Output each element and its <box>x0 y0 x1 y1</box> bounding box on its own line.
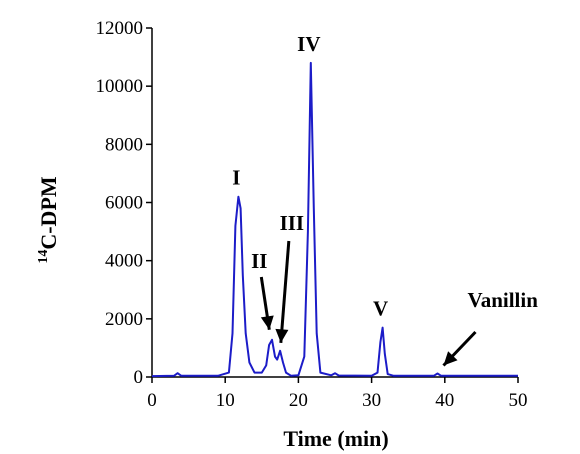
annotation-label-vanillin: Vanillin <box>467 288 538 312</box>
annotation-arrow <box>275 240 291 343</box>
annotation-label-ii: II <box>251 249 267 273</box>
y-axis-title: 14C-DPM <box>36 176 61 264</box>
y-tick-label: 8000 <box>105 134 143 155</box>
chromatogram-trace <box>151 61 518 378</box>
svg-text:14C-DPM: 14C-DPM <box>36 176 61 264</box>
annotation-label-v: V <box>373 297 388 321</box>
x-ticks: 0 10 20 30 40 50 <box>147 377 528 411</box>
arrow-shaft <box>279 240 291 343</box>
y-axis-title-main: C-DPM <box>36 176 61 250</box>
arrow-head <box>260 315 274 330</box>
arrow-head <box>443 351 458 366</box>
annotation-arrow <box>259 276 274 330</box>
annotation-arrow <box>442 330 477 367</box>
annotation-label-iv: IV <box>297 32 320 56</box>
y-tick-label: 12000 <box>96 18 144 39</box>
x-tick-label: 10 <box>216 390 235 411</box>
y-tick-label: 10000 <box>96 76 144 97</box>
x-axis-title: Time (min) <box>283 426 388 451</box>
x-tick-label: 30 <box>362 390 381 411</box>
y-axis-title-superscript: 14 <box>36 250 51 264</box>
y-tick-label: 2000 <box>105 309 143 330</box>
axes <box>151 28 518 378</box>
arrow-head <box>275 328 289 343</box>
y-tick-label: 6000 <box>105 193 143 214</box>
annotation-label-iii: III <box>280 211 305 235</box>
x-tick-label: 40 <box>435 390 454 411</box>
y-tick-label: 0 <box>134 367 144 388</box>
x-tick-label: 20 <box>289 390 308 411</box>
x-tick-label: 0 <box>147 390 157 411</box>
y-ticks: 0 2000 4000 6000 8000 10000 12000 <box>96 18 152 388</box>
y-tick-label: 4000 <box>105 251 143 272</box>
x-tick-label: 50 <box>509 390 528 411</box>
annotation-label-i: I <box>232 166 240 190</box>
